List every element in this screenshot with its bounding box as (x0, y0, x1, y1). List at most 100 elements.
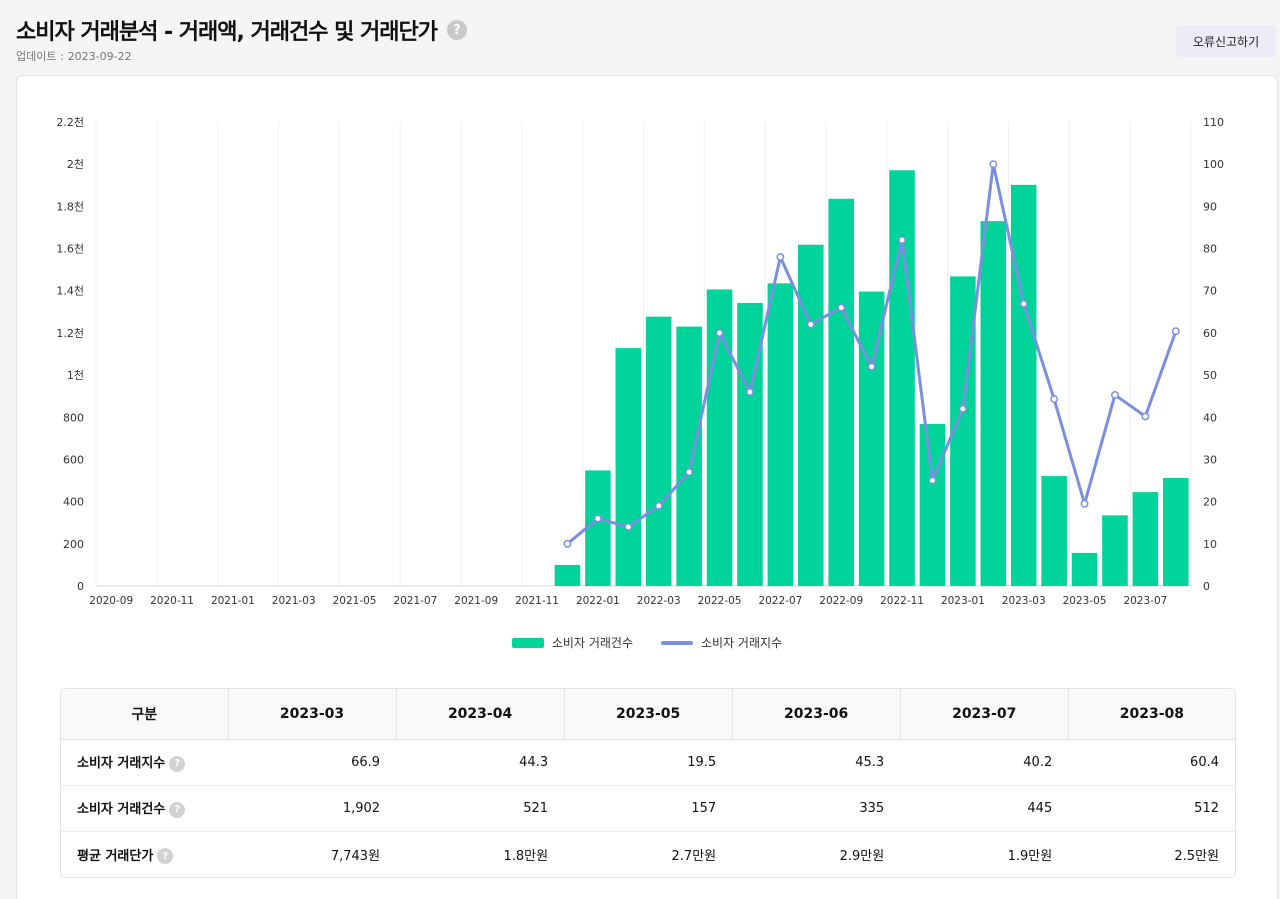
table-cell: 19.5 (687, 754, 717, 770)
summary-table: 구분 2023-03 2023-04 2023-05 2023-06 2023-… (61, 689, 1235, 877)
line-point (685, 468, 694, 477)
legend-item-line[interactable]: 소비자 거래지수 (661, 634, 782, 651)
right-axis-tick-label: 110 (1203, 116, 1224, 129)
line-point (1141, 412, 1150, 421)
table-header-row: 구분 2023-03 2023-04 2023-05 2023-06 2023-… (61, 689, 1235, 740)
help-icon[interactable]: ? (169, 755, 186, 772)
right-axis-tick-label: 40 (1203, 411, 1217, 424)
row-label: 소비자 거래건수? (61, 784, 228, 831)
table-header: 2023-04 (396, 689, 565, 740)
left-axis-tick-label: 0 (77, 580, 84, 593)
row-label-text: 소비자 거래건수 (77, 802, 166, 818)
chart-legend: 소비자 거래건수 소비자 거래지수 (17, 634, 1277, 651)
left-axis-tick-label: 1.6천 (56, 242, 84, 256)
line-point (1050, 395, 1059, 404)
table-cell: 60.4 (1190, 754, 1219, 770)
bar (1163, 478, 1189, 586)
line-point (654, 501, 663, 510)
x-axis-tick-label: 2021-05 (333, 595, 377, 607)
table-cell: 2.7만원 (564, 830, 733, 877)
table-cell: 521 (396, 784, 565, 831)
legend-label-line: 소비자 거래지수 (701, 636, 783, 650)
title-row: 소비자 거래분석 - 거래액, 거래건수 및 거래단가 ? (16, 14, 468, 46)
x-axis-tick-label: 2020-09 (89, 595, 133, 607)
update-label: 업데이트 : (16, 50, 64, 63)
left-axis-tick-label: 200 (63, 538, 84, 551)
line-point (867, 362, 876, 371)
table-row: 소비자 거래지수? 66.9 44.3 19.5 45.3 40.2 60.4 (61, 739, 1235, 785)
bar (1010, 184, 1037, 587)
left-axis-tick-label: 2천 (67, 157, 84, 171)
summary-table-wrap: 구분 2023-03 2023-04 2023-05 2023-06 2023-… (60, 688, 1236, 878)
x-axis-tick-label: 2021-03 (272, 595, 316, 607)
left-axis-tick-label: 2.2천 (56, 115, 84, 129)
table-cell: 45.3 (855, 754, 885, 770)
bar (615, 348, 642, 586)
legend-item-bar[interactable]: 소비자 거래건수 (511, 634, 633, 651)
line-point (898, 236, 906, 245)
help-icon[interactable]: ? (157, 848, 174, 864)
x-axis-tick-label: 2022-07 (758, 595, 802, 607)
bar (1132, 492, 1159, 586)
right-axis-tick-label: 70 (1203, 285, 1217, 298)
x-axis-tick-label: 2022-11 (880, 595, 924, 607)
line-point (776, 253, 785, 261)
update-date: 2023-09-22 (67, 50, 132, 63)
x-axis-tick-label: 2022-03 (637, 595, 681, 607)
table-cell: 1,902 (228, 784, 397, 831)
row-label: 평균 거래단가? (61, 830, 228, 877)
legend-label-bar: 소비자 거래건수 (551, 636, 633, 650)
table-cell: 40.2 (1023, 754, 1053, 770)
right-axis-tick-label: 50 (1203, 369, 1217, 382)
table-cell: 2.9만원 (732, 830, 901, 877)
right-axis-tick-label: 10 (1203, 538, 1217, 551)
x-axis-tick-label: 2023-01 (941, 595, 985, 607)
bar (585, 470, 611, 586)
bar (1071, 552, 1098, 586)
left-axis-tick-label: 1.4천 (56, 284, 84, 298)
line-point (837, 303, 846, 312)
right-axis-tick-label: 90 (1203, 200, 1217, 213)
table-cell: 512 (1068, 784, 1235, 831)
x-axis-tick-label: 2023-03 (1002, 595, 1046, 607)
bar (889, 170, 915, 586)
help-icon[interactable]: ? (447, 20, 468, 40)
update-info: 업데이트 :2023-09-22 (16, 48, 132, 64)
line-point (989, 160, 998, 169)
table-cell: 335 (732, 784, 901, 831)
right-axis-tick-label: 0 (1203, 580, 1210, 593)
bar (828, 198, 854, 586)
x-axis-tick-label: 2022-01 (576, 595, 620, 607)
bar (554, 564, 581, 586)
table-header: 2023-06 (732, 689, 901, 740)
line-point (715, 328, 724, 337)
right-axis-tick-label: 30 (1203, 453, 1217, 466)
x-axis-tick-label: 2021-11 (515, 595, 559, 607)
bar (798, 244, 824, 586)
table-cell: 1.8만원 (396, 830, 565, 877)
bar (1102, 515, 1128, 586)
x-axis-tick-label: 2021-01 (211, 595, 255, 607)
table-cell: 44.3 (519, 754, 549, 770)
line-point (1171, 327, 1180, 336)
line-point (593, 514, 602, 523)
right-axis-tick-label: 20 (1203, 496, 1217, 509)
bar (919, 424, 946, 586)
table-header: 구분 (61, 689, 229, 740)
right-axis-tick-label: 100 (1203, 158, 1224, 171)
help-icon[interactable]: ? (169, 801, 186, 818)
line-point (624, 522, 633, 531)
table-header: 2023-07 (900, 689, 1069, 740)
bar (1041, 476, 1067, 586)
x-axis-tick-label: 2023-07 (1123, 595, 1167, 607)
table-cell: 2.5만원 (1068, 830, 1235, 877)
line-point (1111, 390, 1119, 399)
left-axis-tick-label: 1천 (67, 368, 84, 382)
bar (676, 326, 702, 586)
left-axis-tick-label: 400 (63, 496, 84, 509)
line-point (746, 388, 754, 396)
page-title: 소비자 거래분석 - 거래액, 거래건수 및 거래단가 (16, 20, 438, 45)
row-label-text: 소비자 거래지수 (77, 756, 166, 772)
report-error-button[interactable]: 오류신고하기 (1176, 25, 1276, 57)
right-axis-tick-label: 80 (1203, 243, 1217, 256)
